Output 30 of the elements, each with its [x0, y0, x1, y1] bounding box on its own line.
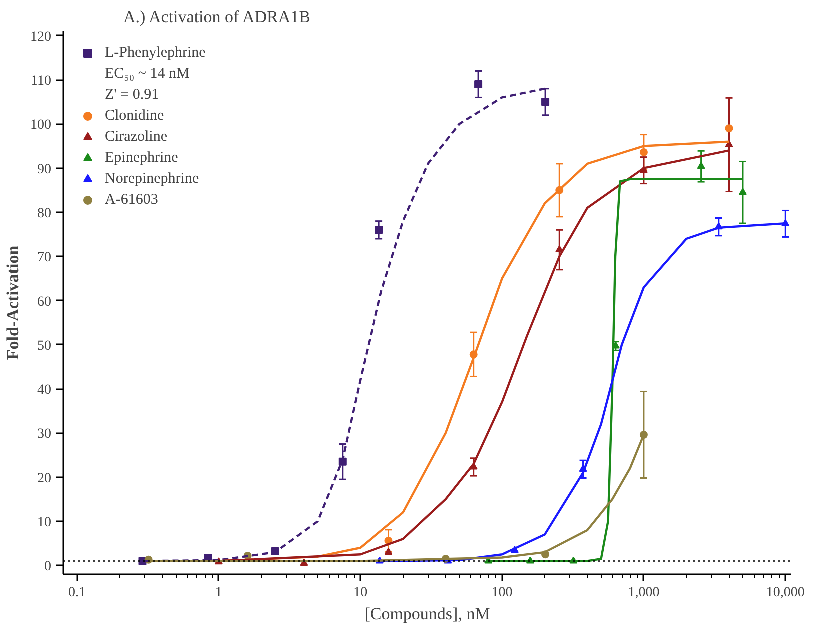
chart-title: A.) Activation of ADRA1B [124, 8, 310, 26]
legend-label: L-Phenylephrine [105, 44, 206, 62]
x-tick-label: 1,000 [628, 586, 660, 600]
x-tick-label: 100 [492, 586, 513, 600]
y-tick-label: 20 [38, 471, 52, 486]
y-tick-label: 0 [44, 560, 52, 575]
legend-label: Clonidine [105, 107, 164, 125]
annotation: Z' = 0.91 [105, 86, 160, 104]
x-axis-title: [Compounds], nM [364, 604, 490, 624]
y-tick-label: 110 [31, 74, 52, 90]
legend-label: A-61603 [105, 191, 158, 209]
y-tick-label: 90 [38, 162, 52, 178]
x-tick-label: 1 [215, 586, 222, 600]
y-axis-title: Fold-Activation [4, 245, 22, 360]
y-tick-label: 40 [38, 383, 52, 398]
y-tick-label: 10 [38, 516, 52, 531]
y-tick-label: 60 [38, 294, 52, 310]
x-tick-label: 10 [354, 586, 368, 600]
legend-label: Norepinephrine [105, 170, 200, 188]
legend-label: Epinephrine [105, 149, 178, 167]
y-tick-label: 120 [30, 30, 52, 45]
x-tick-label: 0.1 [68, 586, 86, 600]
legend-label: Cirazoline [105, 128, 168, 146]
annotation: EC₅₀ ~ 14 nM [105, 65, 190, 83]
y-tick-label: 100 [30, 118, 52, 134]
y-tick-label: 50 [38, 338, 52, 354]
y-tick-label: 80 [38, 206, 52, 222]
y-tick-label: 70 [38, 250, 52, 266]
x-tick-label: 10,000 [766, 586, 805, 600]
y-tick-label: 30 [38, 427, 52, 442]
